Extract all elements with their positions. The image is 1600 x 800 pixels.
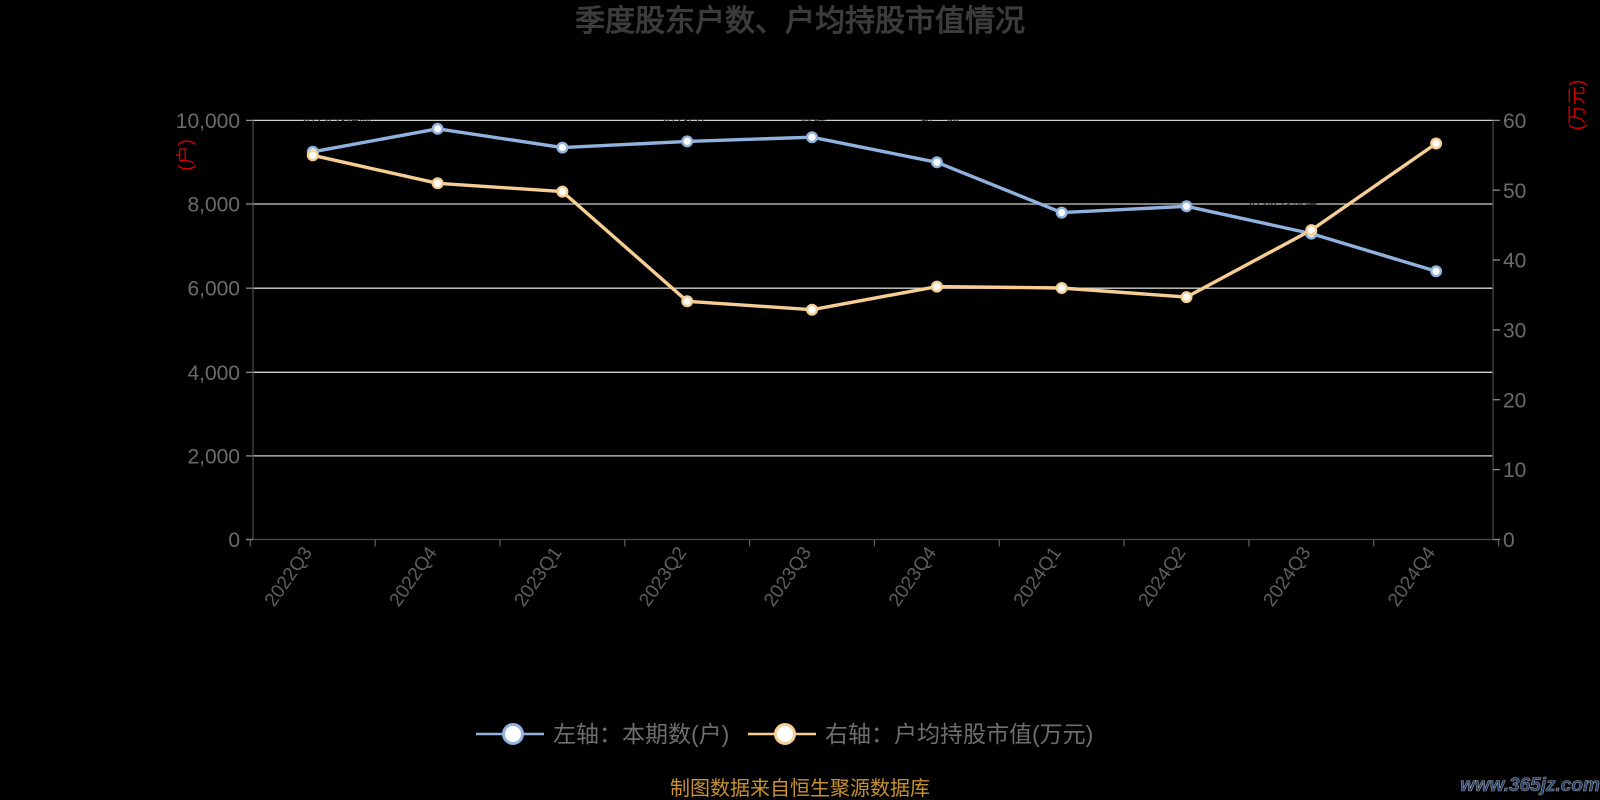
svg-text:10: 10: [1503, 459, 1526, 482]
svg-text:2,000: 2,000: [187, 445, 240, 468]
svg-text:40: 40: [1503, 250, 1526, 273]
svg-text:60: 60: [1503, 110, 1526, 133]
svg-text:50: 50: [1503, 180, 1526, 203]
svg-text:4,000: 4,000: [187, 362, 240, 385]
svg-text:报告期: 报告期: [920, 113, 959, 128]
svg-text:左轴：本期数(户): 左轴：本期数(户): [553, 721, 729, 747]
svg-text:0: 0: [228, 529, 240, 552]
svg-text:(万元): (万元): [1567, 80, 1588, 131]
svg-text:20: 20: [1503, 389, 1526, 412]
svg-text:数据: 数据: [800, 113, 826, 128]
svg-text:30: 30: [1503, 320, 1526, 343]
svg-text:8,000: 8,000: [187, 194, 240, 217]
svg-text:(户): (户): [175, 139, 197, 171]
svg-text:2023Q1: 2023Q1: [660, 113, 706, 128]
svg-text:10,000: 10,000: [176, 110, 240, 133]
svg-text:6,000: 6,000: [187, 278, 240, 301]
svg-text:2024Q3数据: 2024Q3数据: [1245, 197, 1317, 212]
svg-text:2022Q3临时: 2022Q3临时: [300, 113, 372, 128]
svg-text:制图数据来自恒生聚源数据库: 制图数据来自恒生聚源数据库: [670, 777, 930, 800]
svg-text:右轴：户均持股市值(万元): 右轴：户均持股市值(万元): [825, 721, 1093, 747]
svg-text:季度股东户数、户均持股市值情况: 季度股东户数、户均持股市值情况: [575, 4, 1025, 38]
svg-text:www.365jz.com: www.365jz.com: [1460, 775, 1600, 796]
svg-text:0: 0: [1503, 529, 1515, 552]
